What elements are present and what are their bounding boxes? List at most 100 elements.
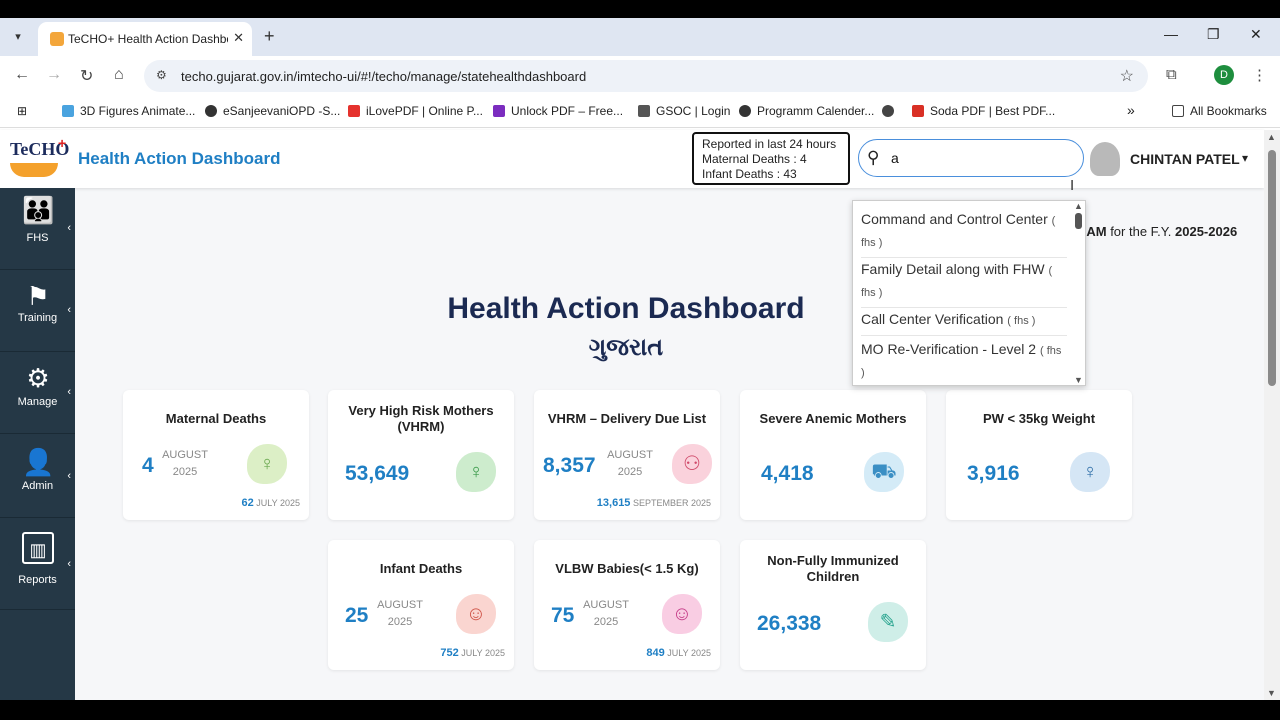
reload-icon[interactable]: ↻ (80, 68, 94, 85)
bookmark-item[interactable]: iLovePDF | Online P... (348, 104, 483, 118)
all-bookmarks-folder[interactable]: All Bookmarks (1172, 104, 1267, 118)
address-bar[interactable]: ⚙ techo.gujarat.gov.in/imtecho-ui/#!/tec… (144, 60, 1148, 92)
chevron-left-icon: ‹ (67, 222, 71, 234)
card-title: VLBW Babies(< 1.5 Kg) (555, 561, 699, 576)
forward-icon[interactable]: → (46, 66, 62, 83)
card-previous: 752 JULY 2025 (440, 647, 505, 659)
card-title: Infant Deaths (379, 561, 463, 576)
chevron-down-icon[interactable]: ▾ (1242, 151, 1249, 165)
bookmark-item[interactable]: Soda PDF | Best PDF... (912, 104, 1055, 118)
training-icon: ⚑ (26, 281, 50, 311)
card-title: Severe Anemic Mothers (759, 411, 907, 426)
minimize-icon[interactable]: — (1164, 26, 1178, 42)
browser-toolbar: ← → ↻ ⌂ ⚙ techo.gujarat.gov.in/imtecho-u… (0, 56, 1280, 96)
menu-kebab-icon[interactable]: ⋮ (1252, 67, 1267, 84)
card-period: AUGUST 2025 (607, 449, 653, 478)
dropdown-item[interactable]: Command and Control Center ( fhs ) (861, 209, 1067, 258)
sidebar-item-fhs[interactable]: 👪 FHS ‹ (0, 188, 75, 270)
syringe-icon: ✎ (868, 602, 908, 642)
card-value: 75 (551, 604, 575, 627)
techo-logo[interactable]: TeCHO + (10, 135, 69, 181)
new-tab-button[interactable]: + (264, 26, 275, 46)
back-icon[interactable]: ← (14, 66, 30, 83)
bookmark-item[interactable]: Unlock PDF – Free... (493, 104, 623, 118)
fiscal-year-text: 0 AM for the F.Y. 2025-2026 (1076, 224, 1238, 239)
reported-24h-box: Reported in last 24 hours Maternal Death… (692, 132, 850, 185)
scroll-down-icon[interactable]: ▼ (1267, 688, 1276, 698)
home-icon[interactable]: ⌂ (114, 66, 124, 83)
bookmark-star-icon[interactable]: ☆ (1119, 68, 1134, 85)
extensions-icon[interactable]: ⧉ (1166, 66, 1177, 83)
sidebar-item-manage[interactable]: ⚙ Manage ‹ (0, 352, 75, 434)
dropdown-scrollbar[interactable]: ▲ ▼ (1071, 201, 1085, 385)
card-title: Maternal Deaths (165, 411, 267, 426)
card-vlbw-babies[interactable]: VLBW Babies(< 1.5 Kg) 75 AUGUST 2025 ☺ 84… (534, 540, 720, 670)
tab-search-icon[interactable]: ▾ (15, 31, 21, 43)
sidebar-item-label: Training (17, 312, 58, 324)
sidebar-item-label: FHS (26, 232, 49, 244)
card-title: Non-Fully Immunized Children (767, 553, 899, 584)
card-period: AUGUST 2025 (377, 599, 423, 628)
sidebar-item-admin[interactable]: 👤 Admin ‹ (0, 436, 75, 518)
profile-avatar[interactable]: D (1214, 65, 1234, 85)
sidebar-item-training[interactable]: ⚑ Training ‹ (0, 270, 75, 352)
family-icon: 👪 (22, 195, 55, 225)
page-scrollbar[interactable]: ▲ ▼ (1264, 130, 1280, 700)
app-viewport: TeCHO + Health Action Dashboard Reported… (0, 130, 1280, 700)
card-value: 3,916 (967, 462, 1020, 485)
card-title: VHRM – Delivery Due List (547, 411, 707, 426)
dropdown-item[interactable]: Family Detail along with FHW ( fhs ) (861, 259, 1067, 308)
text-cursor-icon: I (1070, 177, 1075, 194)
pregnant-icon: ♀ (247, 444, 287, 484)
chevron-left-icon: ‹ (67, 304, 71, 316)
bookmark-item[interactable] (882, 104, 900, 118)
bookmark-item[interactable]: GSOC | Login (638, 104, 730, 118)
sidebar-item-reports[interactable]: ▥ Reports ‹ (0, 518, 75, 610)
site-info-icon[interactable]: ⚙ (156, 68, 167, 82)
url-text: techo.gujarat.gov.in/imtecho-ui/#!/techo… (181, 69, 587, 84)
card-maternal-deaths[interactable]: Maternal Deaths 4 AUGUST 2025 ♀ 62 JULY 2… (123, 390, 309, 520)
user-avatar[interactable] (1090, 142, 1120, 176)
search-input[interactable]: ⚲ a (858, 139, 1084, 177)
state-name: ગુજરાત (588, 333, 664, 361)
scroll-up-icon[interactable]: ▲ (1267, 132, 1276, 142)
bookmark-item[interactable]: 3D Figures Animate... (62, 104, 195, 118)
sidebar: 👪 FHS ‹ ⚑ Training ‹ ⚙ Manage ‹ 👤 Admin … (0, 188, 75, 700)
admin-user-icon: 👤 (22, 447, 55, 477)
card-vhrm[interactable]: Very High Risk Mothers (VHRM) 53,649 ♀ (328, 390, 514, 520)
card-infant-deaths[interactable]: Infant Deaths 25 AUGUST 2025 ☺ 752 JULY 2… (328, 540, 514, 670)
tab-close-icon[interactable]: ✕ (233, 30, 244, 45)
card-vhrm-delivery-due[interactable]: VHRM – Delivery Due List 8,357 AUGUST 202… (534, 390, 720, 520)
dropdown-item[interactable]: Call Center Verification ( fhs ) (861, 309, 1067, 336)
apps-grid-icon[interactable]: ⊞ (17, 104, 28, 118)
gears-icon: ⚙ (26, 363, 50, 393)
card-non-immunized[interactable]: Non-Fully Immunized Children 26,338 ✎ (740, 540, 926, 670)
dropdown-item[interactable]: MO Re-Verification - Level 2 ( fhs ) (861, 341, 1062, 379)
card-pw-weight[interactable]: PW < 35kg Weight 3,916 ♀ (946, 390, 1132, 520)
restore-icon[interactable]: ❐ (1207, 26, 1220, 42)
browser-window: ▾ TeCHO+ Health Action Dashbo ✕ + — ❐ ✕ … (0, 18, 1280, 700)
hand-logo-icon (10, 163, 58, 177)
scroll-up-icon[interactable]: ▲ (1074, 201, 1083, 211)
group-icon: ⚇ (672, 444, 712, 484)
page-scroll-thumb[interactable] (1268, 150, 1276, 386)
card-value: 53,649 (345, 462, 410, 485)
card-value: 26,338 (757, 612, 822, 635)
user-name[interactable]: CHINTAN PATEL (1130, 151, 1240, 167)
card-previous: 62 JULY 2025 (241, 497, 300, 509)
scroll-down-icon[interactable]: ▼ (1074, 375, 1083, 385)
bookmark-item[interactable]: Programm Calender... (739, 104, 874, 118)
browser-tab[interactable]: TeCHO+ Health Action Dashbo ✕ (38, 22, 252, 56)
window-close-icon[interactable]: ✕ (1250, 26, 1262, 42)
card-value: 4,418 (761, 462, 814, 485)
card-severe-anemic[interactable]: Severe Anemic Mothers 4,418 ⛟ (740, 390, 926, 520)
mother-icon: ♀ (456, 452, 496, 492)
search-icon: ⚲ (867, 148, 880, 167)
card-value: 4 (142, 454, 154, 477)
report-chart-icon: ▥ (22, 532, 54, 564)
weight-icon: ♀ (1070, 452, 1110, 492)
dropdown-scroll-thumb[interactable] (1075, 213, 1082, 229)
infant-icon: ☺ (456, 594, 496, 634)
bookmark-item[interactable]: eSanjeevaniOPD -S... (205, 104, 340, 118)
more-bookmarks-icon[interactable]: » (1127, 102, 1135, 118)
